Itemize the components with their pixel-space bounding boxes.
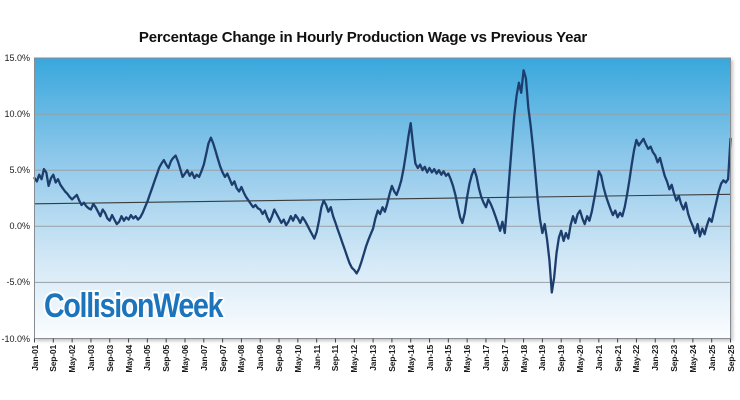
wage-series-line <box>33 69 732 294</box>
x-tick-label: Sep-25 <box>725 345 736 372</box>
x-tick-label: Jan-15 <box>424 345 435 371</box>
y-tick-label: 0.0% <box>9 221 30 232</box>
x-tick-label: Sep-13 <box>386 345 397 372</box>
y-tick-label: 10.0% <box>4 109 30 120</box>
x-tick-label: Sep-19 <box>556 345 567 372</box>
x-tick-label: Jan-25 <box>706 345 717 371</box>
y-tick-label: 15.0% <box>4 53 30 63</box>
x-tick-label: Sep-07 <box>217 345 228 372</box>
x-tick-label: Sep-05 <box>161 345 172 372</box>
x-tick-label: May-14 <box>405 345 416 373</box>
x-tick-label: Sep-11 <box>330 345 341 372</box>
x-tick-label: Sep-01 <box>48 345 59 372</box>
x-tick-label: Jan-05 <box>142 345 153 371</box>
x-tick-label: May-10 <box>292 345 303 373</box>
x-tick-label: Sep-09 <box>274 345 285 372</box>
x-tick-label: Sep-03 <box>104 345 115 372</box>
x-tick-label: May-06 <box>179 345 190 373</box>
x-tick-label: Jan-13 <box>368 345 379 371</box>
y-tick-label: -10.0% <box>1 333 30 344</box>
x-tick-label: Jan-07 <box>198 345 209 371</box>
y-tick-label: 5.0% <box>9 165 30 176</box>
x-tick-label: May-20 <box>575 345 585 373</box>
x-tick-label: Jan-19 <box>537 345 548 371</box>
x-tick-label: May-24 <box>687 345 698 373</box>
x-tick-label: May-12 <box>349 345 360 373</box>
x-tick-label: Sep-15 <box>443 345 454 372</box>
plot-background <box>34 58 731 339</box>
x-tick-label: Jan-21 <box>593 345 604 371</box>
x-tick-label: May-02 <box>67 345 78 373</box>
x-tick-label: May-16 <box>462 345 473 373</box>
x-tick-label: May-04 <box>123 345 134 373</box>
x-tick-label: Jan-01 <box>29 345 40 371</box>
x-tick-label: Jan-03 <box>85 345 96 371</box>
y-tick-label: -5.0% <box>6 277 30 288</box>
x-tick-label: Sep-17 <box>499 345 510 372</box>
x-tick-label: Jan-23 <box>650 345 661 371</box>
x-tick-label: Jan-11 <box>311 345 322 371</box>
x-tick-label: Jan-09 <box>255 345 266 371</box>
x-tick-label: May-22 <box>631 345 642 373</box>
x-tick-label: Jan-17 <box>480 345 491 371</box>
collisionweek-logo: CollisionWeek <box>44 287 224 325</box>
x-tick-label: Sep-23 <box>669 345 680 372</box>
x-tick-label: Sep-21 <box>612 345 623 372</box>
x-tick-label: May-18 <box>518 345 529 373</box>
chart-title: Percentage Change in Hourly Production W… <box>138 29 588 46</box>
x-tick-label: May-08 <box>236 345 247 373</box>
plot-border <box>34 57 731 339</box>
trend-line <box>34 193 731 205</box>
